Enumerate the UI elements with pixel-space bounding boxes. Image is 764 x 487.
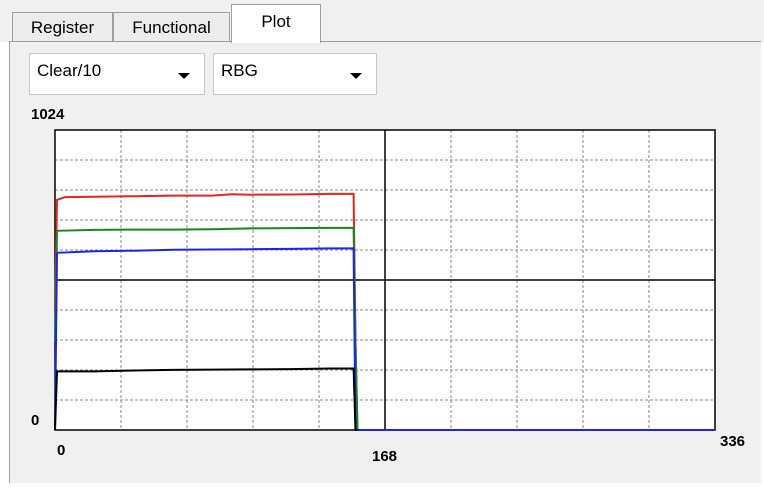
mode-dropdown-value: Clear/10	[37, 61, 102, 80]
series-line-black	[54, 367, 358, 431]
y-max-label: 1024	[31, 106, 65, 123]
y-min-label: 0	[31, 412, 40, 429]
x-min-label: 0	[57, 442, 66, 459]
x-mid-label: 168	[372, 448, 398, 465]
series-line-blue	[54, 247, 715, 431]
chevron-down-icon[interactable]	[350, 73, 362, 79]
tab-plot[interactable]: Plot	[231, 4, 321, 43]
x-max-label: 336	[720, 433, 746, 450]
tab-functional[interactable]: Functional	[113, 12, 230, 42]
channel-dropdown[interactable]: RBG	[213, 53, 377, 95]
mode-dropdown[interactable]: Clear/10	[29, 53, 205, 95]
chevron-down-icon[interactable]	[178, 73, 190, 79]
tab-register[interactable]: Register	[12, 12, 113, 42]
channel-dropdown-value: RBG	[221, 61, 258, 80]
